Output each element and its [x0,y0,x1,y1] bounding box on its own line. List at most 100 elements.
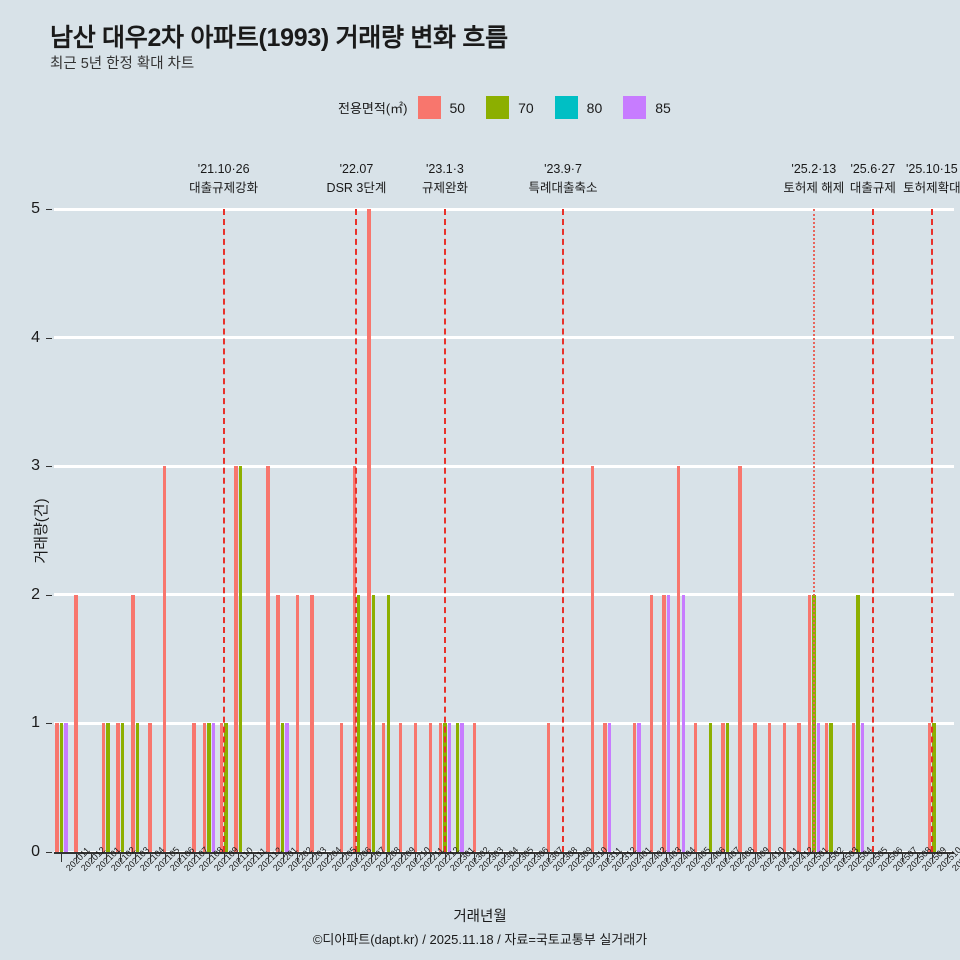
bar-202503-70[interactable] [829,723,833,852]
bar-202012-50[interactable] [74,594,78,852]
bar-202302-70[interactable] [455,723,460,852]
legend-item-50[interactable]: 50 [417,96,483,119]
bar-202111-50[interactable] [234,466,238,852]
bar-202403-50[interactable] [649,594,654,852]
gridline [54,721,954,725]
bar-202402-50[interactable] [632,723,637,852]
y-axis-title: 거래량(건) [33,497,51,564]
x-axis-tick-mark [799,852,801,862]
bar-202303-50[interactable] [472,723,477,852]
x-axis-tick-mark [533,852,535,862]
bar-202011-70[interactable] [59,723,64,852]
bar-202104-70[interactable] [135,723,140,852]
bar-202111-70[interactable] [238,466,243,852]
x-axis-tick-mark [282,852,284,862]
bar-202312-50[interactable] [603,723,607,852]
bar-202411-50[interactable] [767,723,772,852]
bar-202404-85[interactable] [666,594,671,852]
gridline [54,464,954,468]
bar-202208-70[interactable] [371,594,376,852]
bar-202103-50[interactable] [116,723,120,852]
bar-202502-50[interactable] [807,594,812,852]
bar-202412-50[interactable] [782,723,787,852]
x-axis-tick-mark [681,852,683,862]
bar-202505-50[interactable] [851,723,856,852]
bar-202302-85[interactable] [460,723,464,852]
bar-202102-70[interactable] [106,723,110,852]
bar-202312-85[interactable] [607,723,612,852]
bar-202408-50[interactable] [721,723,725,852]
y-axis-tick-label: 3 [31,457,40,475]
bar-202207-70[interactable] [357,594,361,852]
bar-202011-85[interactable] [64,723,68,852]
annotation-text: 토허제 해제 [783,180,845,195]
bar-202408-70[interactable] [725,723,730,852]
legend-item-85[interactable]: 85 [623,96,688,119]
bar-202510-50[interactable] [927,723,932,852]
bar-202109-50[interactable] [202,723,207,852]
bar-202204-50[interactable] [310,594,314,852]
bar-202206-50[interactable] [340,723,344,852]
bar-202108-50[interactable] [192,723,196,852]
legend-title: 전용면적(㎡) [338,101,408,116]
x-axis-tick-mark [297,852,299,862]
annotation-line-202510 [930,209,933,852]
annotation-text: 규제완화 [421,180,468,195]
bar-202301-50[interactable] [438,723,443,852]
y-axis-tick-label: 2 [31,585,40,603]
bar-202208-50[interactable] [367,209,371,852]
bar-202209-70[interactable] [386,594,390,852]
bar-202410-50[interactable] [753,723,757,852]
bar-202405-50[interactable] [677,466,681,852]
bar-202210-50[interactable] [399,723,403,852]
x-axis-tick-mark [518,852,520,862]
footer-credit: ©디아파트(dapt.kr) / 2025.11.18 / 자료=국토교통부 실… [312,932,648,947]
bar-202202-50[interactable] [276,594,280,852]
x-axis-tick-mark [238,852,240,862]
bar-202212-50[interactable] [428,723,432,852]
y-axis-tick-mark [46,723,52,725]
x-axis-tick-mark [356,852,358,862]
bar-202505-85[interactable] [860,723,865,852]
bar-202011-50[interactable] [55,723,59,852]
bar-202105-50[interactable] [148,723,152,852]
y-axis-tick-mark [46,337,52,339]
bar-202207-50[interactable] [352,466,356,852]
x-axis-tick-mark [622,852,624,862]
bar-202106-50[interactable] [162,466,167,852]
bar-202109-70[interactable] [207,723,211,852]
bar-202409-50[interactable] [738,466,742,852]
bar-202202-70[interactable] [280,723,285,852]
bar-202402-85[interactable] [637,723,641,852]
bar-202510-70[interactable] [932,723,936,852]
bar-202110-70[interactable] [224,723,228,852]
legend-item-70[interactable]: 70 [486,96,551,119]
bar-202103-70[interactable] [120,723,125,852]
legend-items: 50 70 80 85 [417,96,692,119]
bar-202202-85[interactable] [285,723,289,852]
bar-202503-50[interactable] [824,723,829,852]
bar-202405-85[interactable] [681,594,685,852]
bar-202109-85[interactable] [211,723,216,852]
bar-202110-50[interactable] [219,723,224,852]
bar-202211-50[interactable] [413,723,418,852]
annotation-label-202110: '21.10·26 대출규제강화 [189,160,258,198]
bar-202311-50[interactable] [590,466,595,852]
bar-202104-50[interactable] [131,594,135,852]
bar-202102-50[interactable] [101,723,106,852]
bar-202406-50[interactable] [694,723,698,852]
legend-item-80[interactable]: 80 [554,96,620,119]
bar-202501-50[interactable] [797,723,801,852]
bar-202201-50[interactable] [266,466,270,852]
bar-202404-50[interactable] [662,594,666,852]
page-subtitle: 최근 5년 한정 확대 차트 [50,56,195,72]
bar-202308-50[interactable] [546,723,550,852]
bar-202203-50[interactable] [295,594,300,852]
bar-202301-85[interactable] [447,723,452,852]
bar-202209-50[interactable] [382,723,386,852]
x-axis-tick-mark [828,852,830,862]
bar-202505-70[interactable] [856,594,860,852]
bar-202407-70[interactable] [708,723,713,852]
bar-202502-85[interactable] [816,723,821,852]
x-axis-tick-mark [385,852,387,862]
